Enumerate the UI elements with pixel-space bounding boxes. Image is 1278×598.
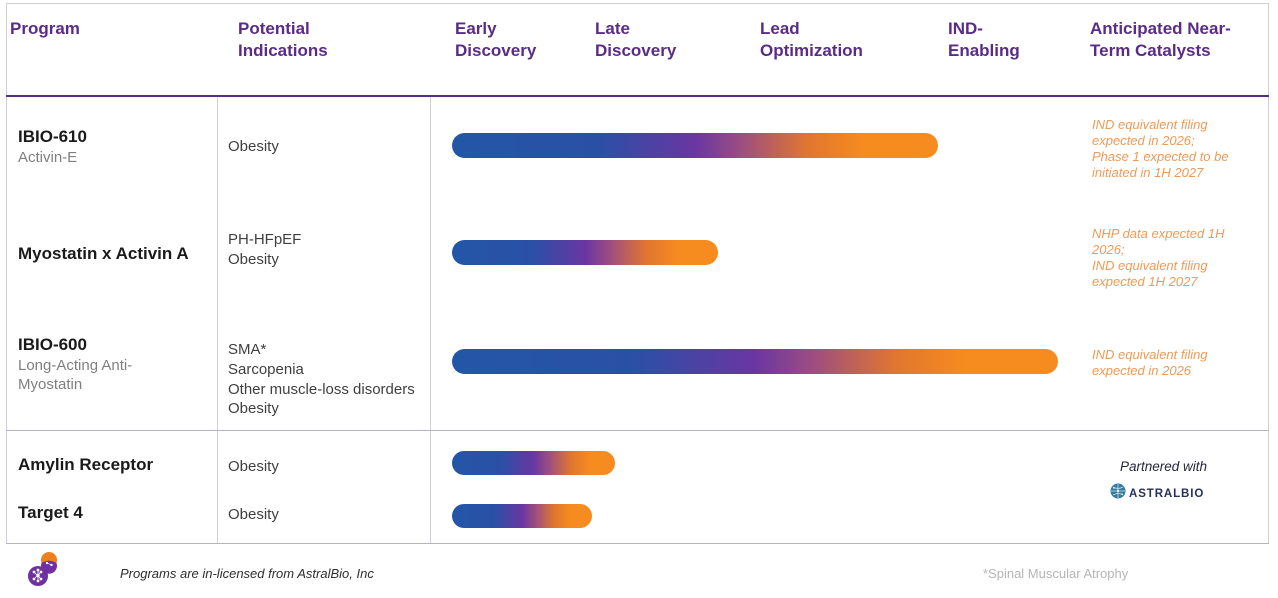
program-name: Myostatin x Activin A (18, 244, 189, 263)
column-header-early-discovery: Early Discovery (455, 19, 537, 61)
astralbio-logo: ASTRALBIO (1110, 483, 1204, 504)
progress-bar (452, 349, 1058, 374)
table-top-border (6, 3, 1269, 4)
column-header-anticipated-catalysts: Anticipated Near-Term Catalysts (1090, 19, 1231, 61)
ibio-molecule-logo (26, 550, 62, 595)
progress-bar (452, 240, 718, 265)
catalyst-cell: IND equivalent filing expected in 2026 (1092, 347, 1208, 378)
column-divider-program (217, 97, 218, 543)
progress-bar (452, 133, 938, 158)
row-group-separator (6, 430, 1269, 431)
program-subtitle: Long-Acting Anti- Myostatin (18, 357, 133, 393)
program-subtitle: Activin-E (18, 149, 78, 166)
table-right-border (1268, 3, 1269, 543)
column-header-late-discovery: Late Discovery (595, 19, 677, 61)
column-header-potential-indications: Potential Indications (238, 19, 328, 61)
indications-cell: Obesity (228, 458, 279, 475)
program-name: Target 4 (18, 503, 83, 522)
table-bottom-border (6, 543, 1269, 544)
progress-bar (452, 451, 615, 475)
in-license-note: Programs are in-licensed from AstralBio,… (120, 566, 374, 581)
program-name: IBIO-610 (18, 127, 87, 146)
sma-footnote: *Spinal Muscular Atrophy (983, 566, 1129, 581)
column-divider-indications (430, 97, 431, 543)
program-name: IBIO-600 (18, 335, 87, 354)
progress-bar (452, 504, 592, 528)
column-header-lead-optimization: Lead Optimization (760, 19, 863, 61)
astralbio-logo-text: ASTRALBIO (1129, 487, 1205, 500)
astralbio-globe-icon (1110, 483, 1126, 504)
indications-cell: PH-HFpEF Obesity (228, 231, 302, 268)
table-left-border (6, 3, 7, 543)
header-underline (6, 95, 1269, 97)
partnered-with-label: Partnered with (1120, 459, 1208, 474)
catalyst-cell: IND equivalent filing expected in 2026; … (1092, 117, 1229, 180)
column-header-ind-enabling: IND-Enabling (948, 19, 1020, 61)
program-name: Amylin Receptor (18, 455, 154, 474)
indications-cell: Obesity (228, 138, 279, 155)
indications-cell: SMA* Sarcopenia Other muscle-loss disord… (228, 341, 415, 418)
column-header-program: Program (10, 19, 80, 38)
catalyst-cell: NHP data expected 1H 2026; IND equivalen… (1092, 226, 1225, 289)
indications-cell: Obesity (228, 506, 279, 523)
